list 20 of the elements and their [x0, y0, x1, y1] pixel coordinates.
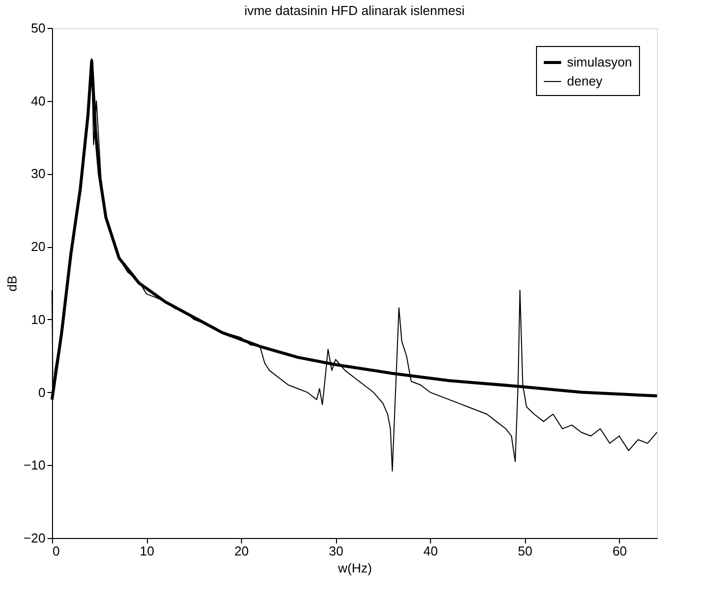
x-tick-label: 0 [52, 544, 60, 558]
x-tick-label: 30 [328, 544, 344, 558]
y-tick-label: 20 [31, 239, 46, 254]
x-tick-label: 60 [612, 544, 627, 558]
x-axis-title: w(Hz) [337, 560, 372, 576]
y-tick-label: 10 [31, 312, 46, 327]
x-tick-label: 40 [423, 544, 438, 558]
legend-label: deney [567, 74, 603, 88]
x-tick-label: 50 [518, 544, 532, 558]
chart-title: ivme datasinin HFD alinarak islenmesi [244, 3, 465, 18]
y-tick-label: −20 [23, 530, 46, 546]
y-tick-label: 30 [31, 166, 46, 182]
y-tick-label: 40 [31, 93, 46, 108]
y-tick-label: −10 [23, 458, 46, 473]
x-tick-label: 10 [140, 544, 154, 558]
x-tick-label: 20 [234, 544, 249, 558]
y-tick-label: 0 [38, 384, 46, 400]
y-tick-label: 50 [31, 20, 46, 36]
y-axis-title: dB [4, 276, 20, 292]
legend-label: simulasyon [567, 54, 632, 70]
